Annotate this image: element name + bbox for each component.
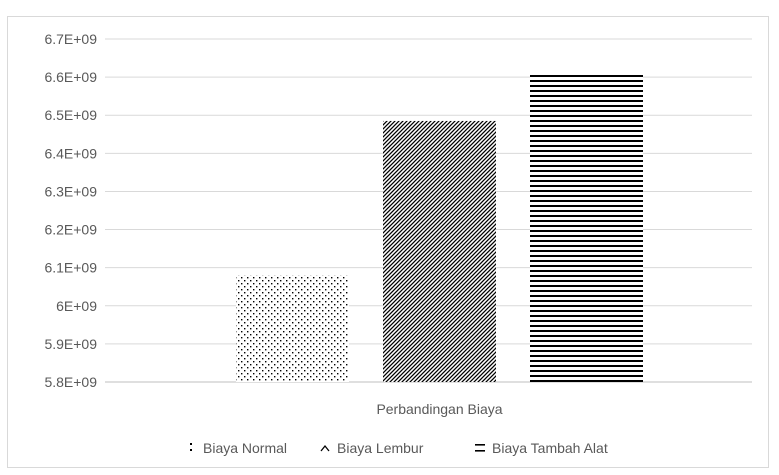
bar-biaya-lembur — [383, 120, 496, 382]
y-tick-label: 6.3E+09 — [44, 183, 97, 199]
legend-swatch-dots — [190, 449, 192, 451]
x-axis-categories: Perbandingan Biaya — [376, 401, 502, 417]
legend-swatch-horizontal — [475, 444, 485, 446]
legend-item: Biaya Lembur — [320, 440, 424, 456]
y-tick-label: 5.9E+09 — [44, 336, 97, 352]
y-tick-label: 6.2E+09 — [44, 222, 97, 238]
y-tick-label: 6.6E+09 — [44, 69, 97, 85]
x-category-label: Perbandingan Biaya — [376, 401, 502, 417]
y-tick-label: 6.1E+09 — [44, 260, 97, 276]
legend-label: Biaya Lembur — [337, 440, 424, 456]
y-tick-label: 6E+09 — [56, 298, 97, 314]
legend-swatch-dots — [190, 443, 192, 445]
gridlines — [105, 38, 752, 383]
bar-biaya-normal — [236, 275, 349, 382]
legend-item: Biaya Tambah Alat — [475, 440, 608, 456]
legend-swatch-diagonal — [320, 444, 330, 452]
bar-biaya-tambah-alat — [530, 72, 643, 382]
y-tick-label: 6.5E+09 — [44, 107, 97, 123]
legend-label: Biaya Tambah Alat — [492, 440, 608, 456]
y-tick-label: 5.8E+09 — [44, 374, 97, 390]
legend-item: Biaya Normal — [190, 440, 287, 456]
y-tick-label: 6.4E+09 — [44, 145, 97, 161]
bars — [236, 72, 643, 382]
legend-swatch-horizontal — [475, 450, 485, 452]
y-axis-ticks: 5.8E+09 5.9E+09 6E+09 6.1E+09 6.2E+09 6.3E+09… — [44, 31, 97, 390]
y-tick-label: 6.7E+09 — [44, 31, 97, 47]
legend-label: Biaya Normal — [203, 440, 287, 456]
legend: Biaya Normal Biaya Lembur Biaya Tambah Ala… — [190, 440, 608, 456]
